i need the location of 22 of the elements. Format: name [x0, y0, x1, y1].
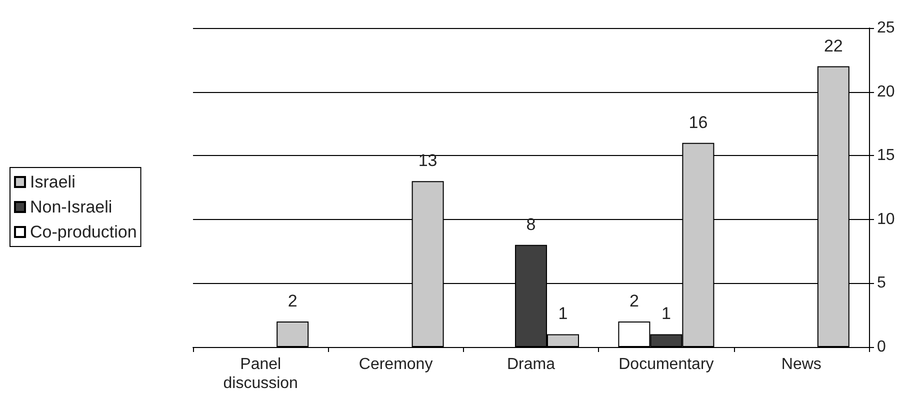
data-label: 1: [558, 304, 568, 324]
x-tick-label: Panel discussion: [223, 356, 298, 392]
x-tick-label: News: [781, 356, 822, 373]
legend-label: Israeli: [30, 172, 76, 192]
legend-label: Non-Israeli: [30, 198, 112, 216]
data-label: 22: [824, 36, 843, 56]
x-tick-label: Drama: [506, 356, 556, 373]
legend-label: Co-production: [30, 222, 137, 242]
y-tick-label: 10: [877, 210, 895, 228]
data-label: 2: [288, 291, 298, 310]
data-label: 16: [688, 112, 708, 132]
x-tick-label: Ceremony: [358, 356, 433, 373]
y-tick-label: 25: [877, 20, 895, 36]
y-tick-label: 20: [877, 83, 895, 100]
data-label: 1: [661, 304, 671, 324]
data-label: 8: [526, 214, 536, 234]
y-tick-label: 0: [877, 338, 886, 356]
x-tick-label: Documentary: [618, 356, 714, 373]
data-label: 2: [629, 291, 639, 310]
data-label: 13: [418, 151, 438, 170]
y-tick-label: 5: [877, 274, 886, 292]
y-tick-label: 15: [877, 147, 895, 164]
